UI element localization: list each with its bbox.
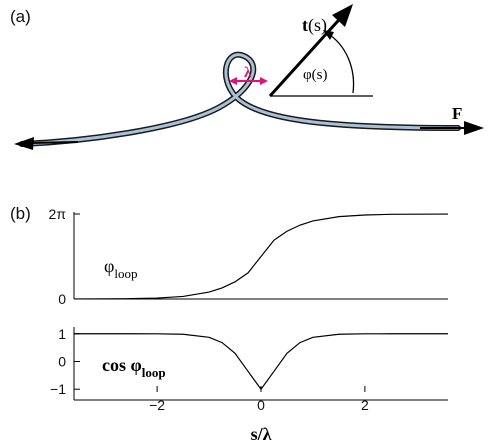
phi-y-tick-label: 0	[58, 291, 66, 307]
cos-phi-loop-label: cos φloop	[102, 355, 166, 380]
cos-x-tick-label: 0	[257, 397, 265, 413]
cos-y-ticks: 1 0 −1	[50, 326, 80, 397]
tangent-vector-head	[332, 4, 353, 27]
left-force-arrow-head	[14, 137, 34, 150]
cos-y-tick-label: 1	[58, 326, 66, 342]
angle-arc-head	[323, 30, 334, 40]
cos-phi-loop-plot: 1 0 −1 −2 0 2 cos φloop s/λ	[50, 326, 448, 444]
cos-phi-loop-label-sub: loop	[142, 365, 166, 380]
tangent-label-arg: (s)	[308, 15, 327, 36]
panel-b-label: (b)	[10, 204, 31, 223]
tangent-vector-shaft	[268, 10, 348, 98]
tangent-label: t(s)	[302, 15, 327, 36]
phi-y-tick-label: 2π	[49, 206, 67, 222]
angle-label-arg: (s)	[312, 67, 328, 83]
cos-x-tick-label: −2	[149, 397, 165, 413]
phi-y-ticks: 0 2π	[49, 206, 80, 307]
phi-loop-label-sub: loop	[114, 266, 137, 281]
rod-highlight	[20, 53, 460, 146]
cos-phi-loop-label-main: cos φ	[102, 355, 142, 375]
phi-loop-label-main: φ	[104, 256, 114, 276]
tangent-label-symbol: t	[302, 15, 308, 35]
angle-label-symbol: φ	[303, 67, 312, 83]
phi-loop-line	[73, 213, 449, 300]
right-force-arrow-head	[464, 121, 484, 135]
lambda-marker-right-head	[260, 77, 268, 85]
lambda-label: λ	[244, 65, 252, 81]
lambda-marker-left-head	[229, 77, 237, 85]
cos-x-ticks: −2 0 2	[149, 386, 369, 413]
panel-a: (a) F λ t(s) φ(s)	[10, 4, 484, 150]
angle-arc	[326, 32, 355, 94]
x-axis-label: s/λ	[251, 424, 272, 444]
force-label: F	[452, 104, 462, 123]
left-force-arrow-shaft	[29, 141, 79, 144]
cos-y-tick-label: 0	[58, 354, 66, 370]
cos-phi-loop-line	[74, 333, 448, 391]
phi-loop-plot: 0 2π φloop	[49, 206, 449, 307]
phi-loop-label: φloop	[104, 256, 138, 281]
cos-x-tick-label: 2	[361, 397, 369, 413]
panel-b: (b) 02π φloop 10−1 −2 0 2 cos φloop s/λ	[10, 204, 449, 444]
cos-y-tick-label: −1	[50, 381, 66, 397]
angle-label: φ(s)	[303, 67, 328, 83]
panel-a-label: (a)	[10, 7, 31, 26]
